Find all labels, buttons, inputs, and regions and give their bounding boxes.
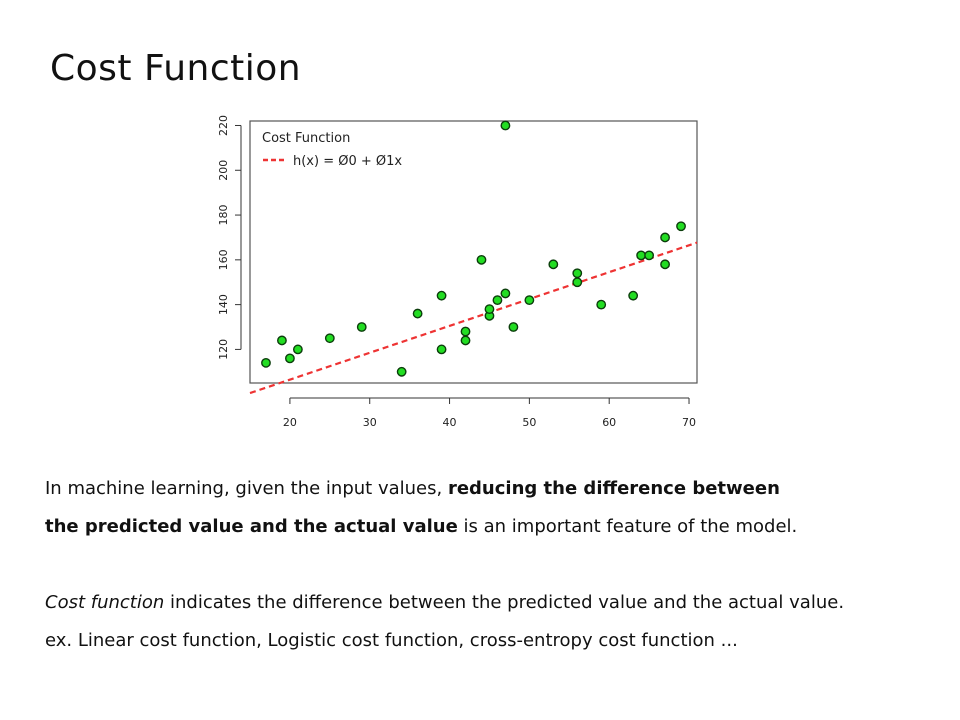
p1-text: In machine learning, given the input val…: [45, 478, 448, 499]
body-text: In machine learning, given the input val…: [45, 470, 925, 660]
y-tick-label: 160: [217, 249, 230, 270]
y-tick-label: 120: [217, 339, 230, 360]
y-tick-label: 180: [217, 205, 230, 226]
data-point: [500, 288, 511, 299]
p3-italic-text: Cost function: [45, 592, 165, 613]
paragraph-1: In machine learning, given the input val…: [45, 470, 925, 508]
legend-line-label: h(x) = Ø0 + Ø1x: [293, 154, 402, 169]
data-point: [660, 232, 670, 243]
data-point: [261, 357, 271, 368]
paragraph-4: ex. Linear cost function, Logistic cost …: [45, 630, 738, 651]
y-tick-label: 220: [217, 115, 230, 136]
data-point: [492, 295, 503, 306]
x-tick-label: 20: [283, 416, 297, 429]
data-point: [436, 290, 447, 301]
data-point: [277, 335, 287, 346]
data-point: [524, 295, 535, 306]
paragraph-3: Cost function indicates the difference b…: [45, 584, 925, 622]
data-point: [596, 299, 607, 310]
data-point: [572, 268, 583, 279]
x-tick-label: 70: [682, 416, 696, 429]
legend-title: Cost Function: [262, 131, 350, 146]
data-point: [548, 259, 559, 270]
paragraph-2: the predicted value and the actual value…: [45, 508, 925, 546]
data-point: [460, 326, 471, 337]
x-tick-label: 40: [443, 416, 457, 429]
data-point: [436, 344, 447, 355]
slide-title: Cost Function: [50, 48, 302, 89]
plot-frame: [249, 120, 698, 384]
data-point: [412, 308, 423, 319]
data-point: [500, 120, 511, 131]
data-point: [660, 259, 670, 270]
data-point: [460, 335, 471, 346]
p2-text: is an important feature of the model.: [457, 516, 798, 537]
data-point: [636, 250, 647, 261]
data-point: [572, 277, 583, 288]
data-point: [508, 322, 519, 332]
data-point: [292, 344, 303, 355]
p1-bold-text: reducing the difference between: [447, 478, 780, 499]
data-point: [676, 221, 686, 232]
y-tick-label: 200: [217, 160, 230, 181]
data-point: [628, 290, 639, 301]
p2-bold-text: the predicted value and the actual value: [45, 516, 458, 537]
data-point: [476, 254, 487, 265]
p3-text: indicates the difference between the pre…: [164, 592, 845, 613]
data-point: [285, 353, 295, 364]
data-point: [484, 304, 495, 315]
data-point: [644, 250, 655, 261]
scatter-chart: 20 30 40 50 60 70 120 140 160 180 200 220 Cost Func…: [217, 115, 698, 429]
fit-line: [249, 241, 698, 395]
x-tick-label: 50: [522, 416, 536, 429]
x-tick-label: 60: [602, 416, 616, 429]
data-point: [396, 366, 407, 377]
y-tick-label: 140: [217, 294, 230, 315]
data-point: [324, 333, 335, 344]
x-tick-label: 30: [363, 416, 377, 429]
data-point: [356, 322, 367, 332]
